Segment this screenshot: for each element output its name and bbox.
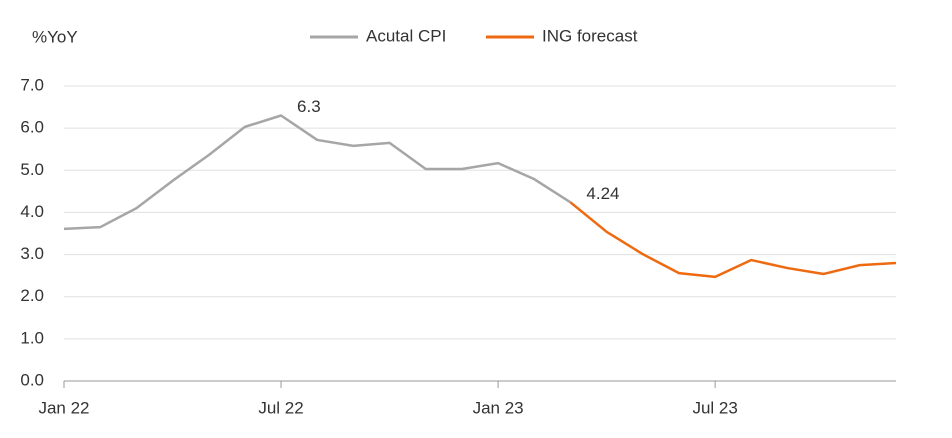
y-tick-label: 0.0	[20, 370, 44, 389]
data-label: 6.3	[297, 97, 321, 116]
x-tick-label: Jan 23	[473, 398, 524, 417]
y-axis-label: %YoY	[32, 27, 78, 46]
legend-label: ING forecast	[542, 26, 638, 45]
x-tick-label: Jul 23	[692, 398, 737, 417]
y-tick-label: 1.0	[20, 328, 44, 347]
y-tick-label: 6.0	[20, 118, 44, 137]
series-line	[63, 114, 572, 231]
legend-label: Acutal CPI	[366, 26, 446, 45]
x-tick-label: Jul 22	[258, 398, 303, 417]
y-tick-label: 7.0	[20, 75, 44, 94]
y-tick-label: 3.0	[20, 244, 44, 263]
data-label: 4.24	[586, 184, 619, 203]
x-tick-label: Jan 22	[38, 398, 89, 417]
series-line	[569, 201, 897, 279]
y-tick-label: 4.0	[20, 202, 44, 221]
y-tick-label: 2.0	[20, 286, 44, 305]
y-tick-label: 5.0	[20, 160, 44, 179]
